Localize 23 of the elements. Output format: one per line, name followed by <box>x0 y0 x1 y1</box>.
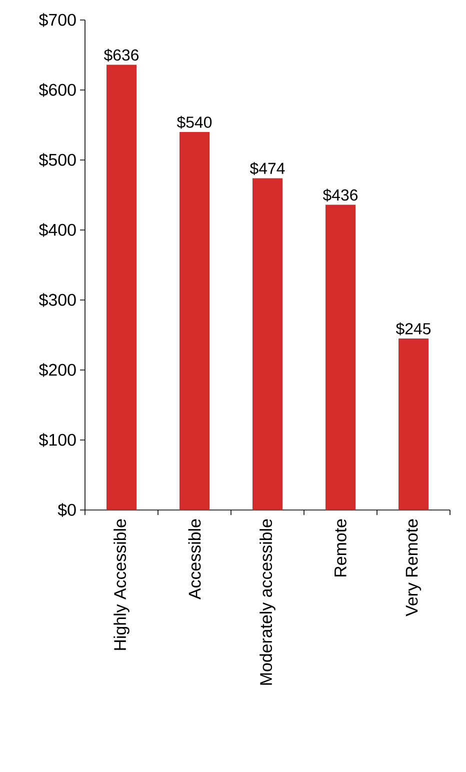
bar <box>398 338 428 510</box>
bar <box>106 64 136 510</box>
x-tick-label: Accessible <box>188 519 201 600</box>
y-tick-label: $600 <box>38 83 76 97</box>
bar <box>326 204 356 510</box>
y-tick-label: $100 <box>38 433 76 447</box>
data-label: $636 <box>104 48 139 62</box>
y-tick-label: $700 <box>38 13 76 27</box>
x-tick-label: Highly Accessible <box>114 519 130 650</box>
data-label: $540 <box>176 116 212 129</box>
data-label: $245 <box>396 322 431 336</box>
bar <box>252 178 282 510</box>
x-tick-label: Very Remote <box>406 519 422 616</box>
x-tick-label: Remote <box>334 519 346 576</box>
data-label: $436 <box>322 188 358 202</box>
x-tick-label: Moderately accessible <box>260 519 276 685</box>
bar <box>180 132 210 510</box>
y-tick-label: $300 <box>38 293 76 307</box>
y-tick-label: $500 <box>38 153 76 167</box>
y-tick-label: $200 <box>38 363 76 377</box>
y-tick-label: $0 <box>58 503 76 517</box>
data-label: $474 <box>250 162 285 175</box>
y-tick-label: $400 <box>38 223 76 237</box>
